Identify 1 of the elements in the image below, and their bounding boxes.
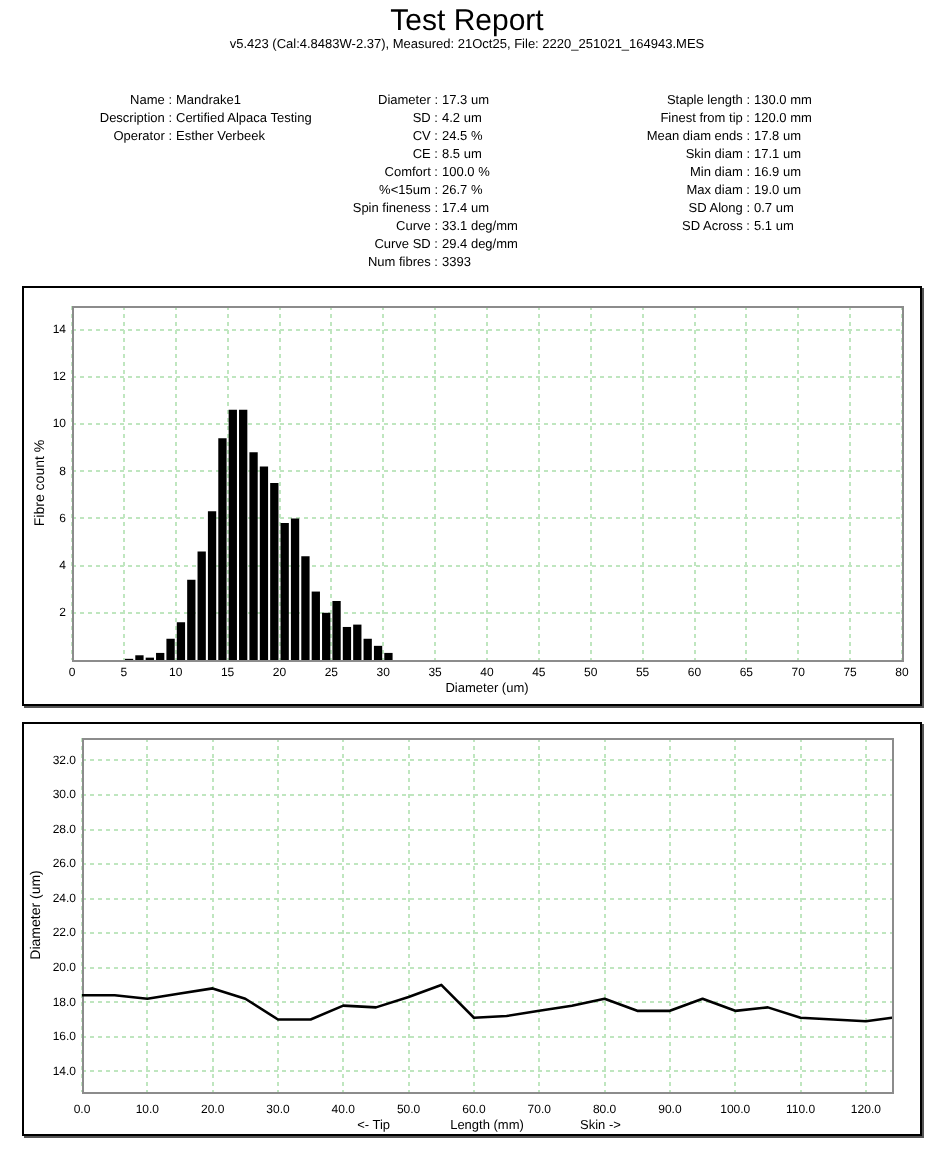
text: Test Report — [388, 4, 546, 38]
